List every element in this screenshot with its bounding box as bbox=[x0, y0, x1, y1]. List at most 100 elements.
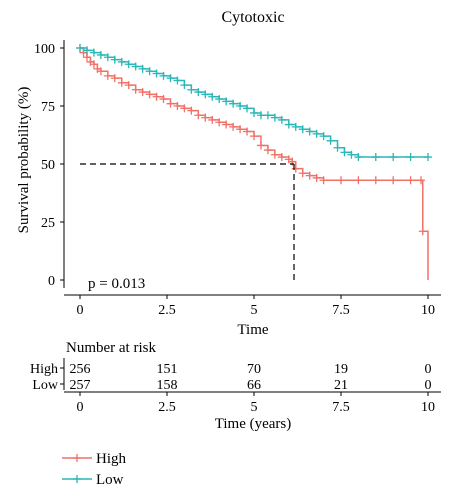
censor-mark bbox=[89, 60, 98, 69]
x-tick-label: 5 bbox=[251, 303, 258, 318]
risk-row-label-low: Low bbox=[32, 378, 59, 393]
censor-mark bbox=[145, 67, 154, 76]
legend-item-low: Low bbox=[62, 472, 124, 488]
censor-mark bbox=[152, 69, 161, 78]
censor-mark bbox=[371, 153, 380, 162]
censor-mark bbox=[319, 176, 328, 185]
y-tick-label: 25 bbox=[41, 216, 55, 231]
censor-mark bbox=[243, 104, 252, 113]
censor-mark bbox=[250, 108, 258, 117]
risk-value: 66 bbox=[247, 378, 261, 393]
legend-censor-mark bbox=[73, 454, 81, 462]
series-layer bbox=[76, 44, 432, 280]
censor-mark bbox=[305, 171, 314, 180]
censor-mark bbox=[312, 173, 321, 182]
censor-mark bbox=[180, 81, 189, 90]
chart-title: Cytotoxic bbox=[221, 9, 284, 26]
risk-value: 256 bbox=[70, 362, 91, 377]
censor-mark bbox=[277, 115, 286, 124]
censor-mark bbox=[173, 76, 182, 85]
risk-value: 151 bbox=[157, 362, 178, 377]
censor-mark bbox=[418, 227, 427, 236]
x-tick-label: 2.5 bbox=[158, 303, 176, 318]
risk-x-tick-label: 5 bbox=[251, 400, 258, 415]
censor-mark bbox=[417, 176, 426, 185]
censor-mark bbox=[256, 111, 265, 120]
legend-label: Low bbox=[96, 472, 124, 488]
y-tick-label: 100 bbox=[34, 42, 55, 57]
y-tick-label: 0 bbox=[48, 274, 55, 289]
censor-mark bbox=[243, 127, 252, 136]
censor-mark bbox=[256, 141, 265, 150]
risk-value: 0 bbox=[425, 378, 432, 393]
p-value-annotation: p = 0.013 bbox=[88, 276, 145, 292]
censor-mark bbox=[96, 50, 105, 59]
x-tick-label: 10 bbox=[421, 303, 435, 318]
censor-mark bbox=[131, 85, 140, 94]
censor-mark bbox=[187, 85, 196, 94]
censor-mark bbox=[173, 102, 182, 110]
risk-x-tick-label: 10 bbox=[421, 400, 435, 415]
censor-mark bbox=[319, 132, 328, 141]
censor-mark bbox=[263, 111, 272, 120]
risk-table: Number at risk High 256 151 70 19 0 Low 257 158 6… bbox=[30, 340, 441, 415]
censor-mark bbox=[166, 74, 175, 83]
censor-mark bbox=[82, 46, 91, 55]
risk-x-tick-label: 7.5 bbox=[332, 400, 350, 415]
risk-x-tick-label: 0 bbox=[77, 400, 84, 415]
censor-mark bbox=[201, 113, 210, 122]
legend: High Low bbox=[62, 451, 127, 488]
risk-x-axis-label: Time (years) bbox=[215, 416, 292, 432]
censor-mark bbox=[166, 99, 175, 108]
risk-value: 21 bbox=[334, 378, 348, 393]
censor-mark bbox=[284, 120, 293, 129]
censor-mark bbox=[270, 150, 279, 159]
censor-mark bbox=[222, 120, 231, 129]
censor-mark bbox=[389, 176, 398, 185]
censor-mark bbox=[354, 153, 363, 162]
censor-mark bbox=[124, 81, 133, 90]
x-tick-label: 7.5 bbox=[332, 303, 350, 318]
censor-mark bbox=[194, 111, 203, 120]
censor-mark bbox=[208, 92, 217, 101]
censor-mark bbox=[229, 99, 238, 108]
risk-row-label-high: High bbox=[30, 362, 58, 377]
censor-mark bbox=[277, 153, 286, 162]
risk-table-title: Number at risk bbox=[66, 340, 156, 356]
censor-mark bbox=[159, 95, 168, 104]
censor-mark bbox=[236, 125, 245, 134]
risk-value: 19 bbox=[334, 362, 348, 377]
censor-mark bbox=[96, 67, 105, 76]
censor-mark bbox=[145, 90, 154, 99]
censor-mark bbox=[312, 129, 321, 138]
censor-mark bbox=[250, 132, 258, 141]
risk-value: 0 bbox=[425, 362, 432, 377]
censor-mark bbox=[180, 104, 189, 113]
censor-mark bbox=[215, 95, 224, 104]
censor-mark bbox=[187, 106, 196, 115]
censor-mark bbox=[406, 176, 415, 185]
legend-item-high: High bbox=[62, 451, 127, 467]
legend-label: High bbox=[96, 451, 127, 467]
censor-mark bbox=[229, 122, 238, 131]
censor-mark bbox=[194, 88, 203, 97]
censor-mark bbox=[291, 164, 300, 173]
censor-mark bbox=[159, 71, 168, 80]
censor-mark bbox=[117, 78, 126, 87]
censor-mark bbox=[236, 102, 245, 110]
risk-x-tick-label: 2.5 bbox=[158, 400, 176, 415]
censor-mark bbox=[326, 136, 335, 145]
censor-mark bbox=[208, 115, 217, 124]
censor-mark bbox=[215, 118, 224, 127]
risk-value: 158 bbox=[157, 378, 178, 393]
y-tick-label: 50 bbox=[41, 158, 55, 173]
censor-mark bbox=[333, 143, 342, 152]
censor-mark bbox=[371, 176, 380, 185]
censor-mark bbox=[103, 71, 112, 80]
censor-mark bbox=[138, 64, 147, 73]
series-high bbox=[76, 44, 429, 280]
censor-mark bbox=[89, 48, 98, 57]
censor-mark bbox=[337, 176, 345, 185]
